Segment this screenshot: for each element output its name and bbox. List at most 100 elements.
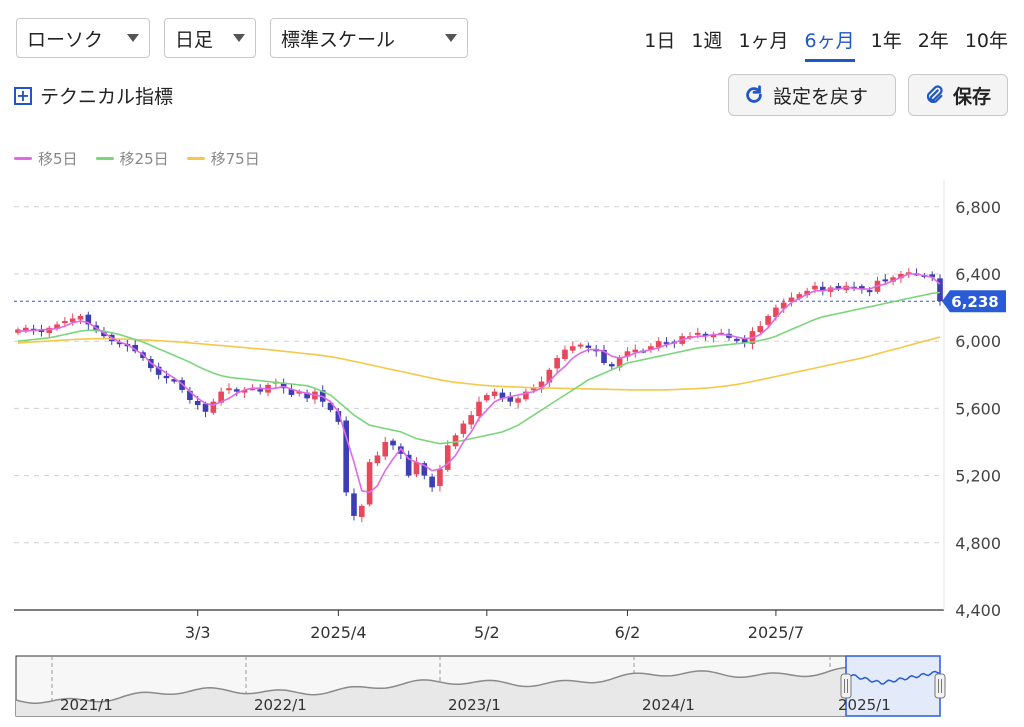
period-tab-1d[interactable]: 1日 [644, 30, 676, 52]
period-tab-1y[interactable]: 1年 [870, 30, 902, 52]
candle-body [202, 403, 209, 412]
candle-body [132, 344, 139, 352]
candle-body [155, 366, 162, 375]
candle-body [288, 389, 295, 395]
candle-body [85, 314, 92, 325]
paperclip-icon [926, 85, 943, 104]
candle-body [351, 493, 357, 516]
interval-select[interactable]: 日足 [164, 18, 256, 58]
legend-swatch [14, 157, 32, 160]
navigator-selection [845, 655, 941, 717]
candle-body [421, 463, 428, 476]
candle-body [398, 446, 404, 454]
ma75-line [17, 336, 941, 391]
candle [663, 337, 670, 348]
candle [358, 503, 365, 523]
candle-body [187, 390, 193, 400]
candle-body [523, 391, 529, 400]
candle [819, 281, 826, 296]
candle [741, 335, 748, 348]
navigator-label: 2022/1 [254, 696, 307, 714]
candle-body [358, 505, 365, 517]
candle [241, 386, 248, 398]
candle-body [343, 420, 349, 493]
candle [929, 271, 935, 282]
candle [460, 420, 467, 438]
period-tab-1m[interactable]: 1ヶ月 [738, 30, 789, 52]
chevron-down-icon [445, 34, 457, 42]
candle-body [491, 391, 498, 396]
candle [546, 367, 553, 388]
period-tab-1w[interactable]: 1週 [691, 30, 723, 52]
candle-body [257, 389, 264, 392]
candle-body [601, 349, 607, 364]
candle-body [562, 349, 568, 360]
reset-settings-button[interactable]: 設定を戻す [728, 74, 896, 116]
candle-body [437, 468, 443, 487]
candle [905, 268, 912, 279]
candle-body [624, 351, 631, 357]
navigator-area [16, 667, 846, 716]
candle-body [632, 349, 639, 353]
candle [233, 387, 240, 397]
legend-swatch [186, 157, 205, 160]
navigator[interactable]: 2021/1 2022/1 2023/1 2024/1 2025/1 [15, 655, 946, 717]
x-tick-label: 2025/4 [310, 623, 366, 642]
y-tick-label: 4,800 [955, 534, 1001, 553]
candle [765, 313, 771, 328]
period-tabs: 1日 1週 1ヶ月 6ヶ月 1年 2年 10年 [644, 26, 1008, 62]
candle-body [38, 329, 45, 332]
save-button[interactable]: 保存 [908, 74, 1008, 116]
candle-body [648, 346, 654, 350]
period-tab-6m[interactable]: 6ヶ月 [804, 26, 855, 62]
candle [132, 339, 139, 354]
navigator-handle[interactable] [934, 673, 946, 699]
candle-body [546, 369, 553, 383]
chart-type-select[interactable]: ローソク [16, 18, 150, 58]
candle [624, 347, 631, 362]
candle [116, 339, 123, 348]
scale-select[interactable]: 標準スケール [270, 18, 468, 58]
candle-body [62, 321, 68, 324]
period-tab-2y[interactable]: 2年 [917, 30, 949, 52]
candle [835, 283, 842, 292]
candle-body [507, 396, 514, 402]
candle-body [194, 401, 201, 406]
candle-body [741, 338, 748, 343]
technical-indicators-toggle[interactable]: + テクニカル指標 [14, 82, 173, 109]
plus-square-icon: + [14, 86, 32, 105]
candle-body [476, 401, 482, 417]
candle [484, 392, 490, 403]
x-tick-label: 3/3 [185, 623, 211, 642]
candle [710, 331, 717, 343]
candle-body [405, 454, 412, 476]
candle-body [804, 290, 810, 296]
candle [804, 287, 810, 299]
candle [538, 376, 545, 393]
x-tick-label: 2025/7 [748, 623, 804, 642]
y-tick-label: 4,400 [955, 601, 1001, 620]
candle-body [859, 286, 865, 290]
candle-body [468, 415, 474, 425]
candle [257, 384, 264, 395]
candle-body [694, 332, 701, 335]
candle-body [569, 346, 576, 351]
y-tick-label: 6,000 [955, 332, 1001, 351]
legend-ma5: 移5日 [14, 148, 78, 169]
chart-legend: 移5日 移25日 移75日 [14, 148, 260, 169]
candle-body [163, 375, 170, 379]
candle-body [663, 342, 670, 345]
period-tab-10y[interactable]: 10年 [964, 30, 1008, 52]
navigator-handle[interactable] [840, 673, 852, 699]
candle-body [374, 455, 381, 464]
candle-body [366, 462, 373, 505]
candle-body [710, 334, 717, 338]
candle [343, 416, 349, 497]
candle [374, 451, 381, 467]
y-tick-label: 6,400 [955, 265, 1001, 284]
interval-value: 日足 [175, 28, 214, 51]
candle-body [702, 333, 709, 337]
candle [882, 274, 889, 284]
candle-body [171, 379, 178, 382]
